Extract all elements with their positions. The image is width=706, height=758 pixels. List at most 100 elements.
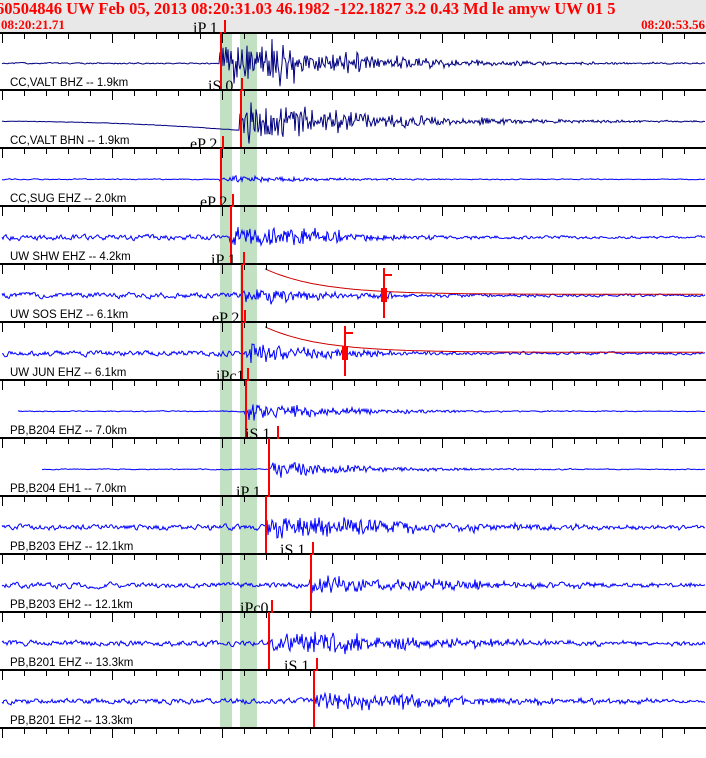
axis-tick	[486, 671, 487, 676]
axis-tick	[24, 555, 25, 560]
axis-tick	[90, 555, 91, 560]
coda-amplitude-blob	[342, 346, 348, 361]
axis-tick	[684, 613, 685, 618]
pick-label-flag[interactable]: iP 1	[193, 20, 218, 37]
trace-row[interactable]	[0, 322, 706, 380]
axis-tick	[596, 207, 597, 212]
coda-duration-marker[interactable]	[381, 264, 397, 322]
axis-tick	[596, 381, 597, 386]
window-end-time: 08:20:53.56	[641, 17, 705, 32]
pick-label-flag[interactable]: iS 1	[284, 658, 310, 675]
axis-tick	[200, 265, 201, 270]
phase-pick-is1[interactable]	[0, 554, 706, 612]
axis-tick	[398, 671, 399, 676]
coincidence-band	[240, 554, 257, 612]
axis-tick	[574, 729, 575, 734]
pick-label-flag[interactable]: iP 1	[211, 252, 236, 269]
coincidence-band	[240, 380, 257, 438]
coincidence-band	[220, 32, 232, 90]
time-axis-line	[0, 553, 706, 555]
pick-label-flag[interactable]: iS 1	[280, 542, 306, 559]
phase-pick-is1[interactable]	[0, 438, 706, 496]
trace-row[interactable]	[0, 264, 706, 322]
axis-tick	[310, 323, 311, 328]
pick-label-flag[interactable]: eP 2	[190, 136, 218, 153]
axis-tick	[354, 613, 355, 618]
axis-tick	[200, 207, 201, 212]
trace-row[interactable]	[0, 670, 706, 728]
trace-plot-area[interactable]: CC,VALT BHZ -- 1.9km CC,VALT BHN -- 1.9km…	[0, 20, 706, 758]
axis-tick	[420, 671, 421, 676]
phase-pick-ep2[interactable]	[0, 322, 706, 380]
pick-stem	[241, 322, 243, 379]
coincidence-band	[220, 438, 232, 496]
coincidence-band	[220, 90, 232, 148]
axis-tick	[266, 671, 267, 676]
time-axis-ticks	[0, 381, 706, 391]
phase-pick-ep2[interactable]	[0, 148, 706, 206]
axis-tick	[200, 555, 201, 560]
axis-tick	[464, 555, 465, 560]
axis-tick	[156, 207, 157, 212]
pick-flag-connector	[241, 78, 243, 91]
pick-label-flag[interactable]: iS 0	[208, 78, 234, 95]
pick-flag-connector	[224, 20, 226, 33]
axis-tick	[464, 323, 465, 328]
axis-tick	[310, 91, 311, 96]
axis-tick	[530, 323, 531, 328]
pick-label-flag[interactable]: iP 1	[236, 484, 261, 501]
trace-row[interactable]	[0, 32, 706, 90]
time-axis-line	[0, 495, 706, 497]
coda-amplitude-blob	[381, 288, 387, 303]
pick-label-flag[interactable]: iPc1	[216, 368, 245, 385]
axis-tick	[376, 671, 377, 676]
coda-duration-marker[interactable]	[342, 322, 358, 380]
axis-tick	[200, 381, 201, 386]
pick-label-flag[interactable]: iS 1	[245, 426, 271, 443]
axis-tick	[200, 149, 201, 154]
pick-label-flag[interactable]: eP 2	[212, 310, 240, 327]
phase-pick-ipc1[interactable]	[0, 380, 706, 438]
pick-label-flag[interactable]: eP 2	[200, 194, 228, 211]
axis-tick	[574, 207, 575, 212]
pick-flag-connector	[247, 368, 249, 381]
trace-row[interactable]	[0, 148, 706, 206]
channel-label: PB,B201 EHZ -- 13.3km	[10, 657, 134, 669]
axis-tick	[310, 207, 311, 212]
pick-flag-connector	[244, 310, 246, 323]
axis-tick	[244, 497, 245, 502]
trace-row[interactable]	[0, 496, 706, 554]
axis-tick	[662, 91, 663, 100]
trace-row[interactable]	[0, 206, 706, 264]
pick-flag-connector	[312, 542, 314, 555]
axis-tick	[420, 34, 421, 39]
phase-pick-ip1[interactable]	[0, 264, 706, 322]
axis-tick	[68, 34, 69, 39]
axis-tick	[310, 613, 311, 618]
axis-tick	[596, 91, 597, 96]
phase-pick-ipc0[interactable]	[0, 612, 706, 670]
phase-pick-ep2[interactable]	[0, 206, 706, 264]
pick-label-flag[interactable]: iPc0	[240, 600, 269, 617]
trace-row[interactable]	[0, 438, 706, 496]
axis-tick	[464, 34, 465, 39]
axis-tick	[288, 555, 289, 560]
axis-tick	[442, 439, 443, 448]
axis-tick	[574, 265, 575, 270]
trace-row[interactable]	[0, 90, 706, 148]
axis-tick	[530, 613, 531, 618]
trace-row[interactable]	[0, 612, 706, 670]
event-header: 60504846 UW Feb 05, 2013 08:20:31.03 46.…	[0, 0, 706, 32]
axis-tick	[112, 34, 113, 43]
trace-row[interactable]	[0, 380, 706, 438]
window-start-time: 08:20:21.71	[1, 17, 65, 32]
axis-tick	[156, 555, 157, 560]
axis-tick	[156, 613, 157, 618]
axis-tick	[134, 323, 135, 328]
trace-row[interactable]	[0, 554, 706, 612]
phase-pick-ip1[interactable]	[0, 496, 706, 554]
phase-pick-is1[interactable]	[0, 670, 706, 728]
time-axis-ticks	[0, 207, 706, 217]
phase-pick-ip1[interactable]	[0, 32, 706, 90]
phase-pick-is0[interactable]	[0, 90, 706, 148]
